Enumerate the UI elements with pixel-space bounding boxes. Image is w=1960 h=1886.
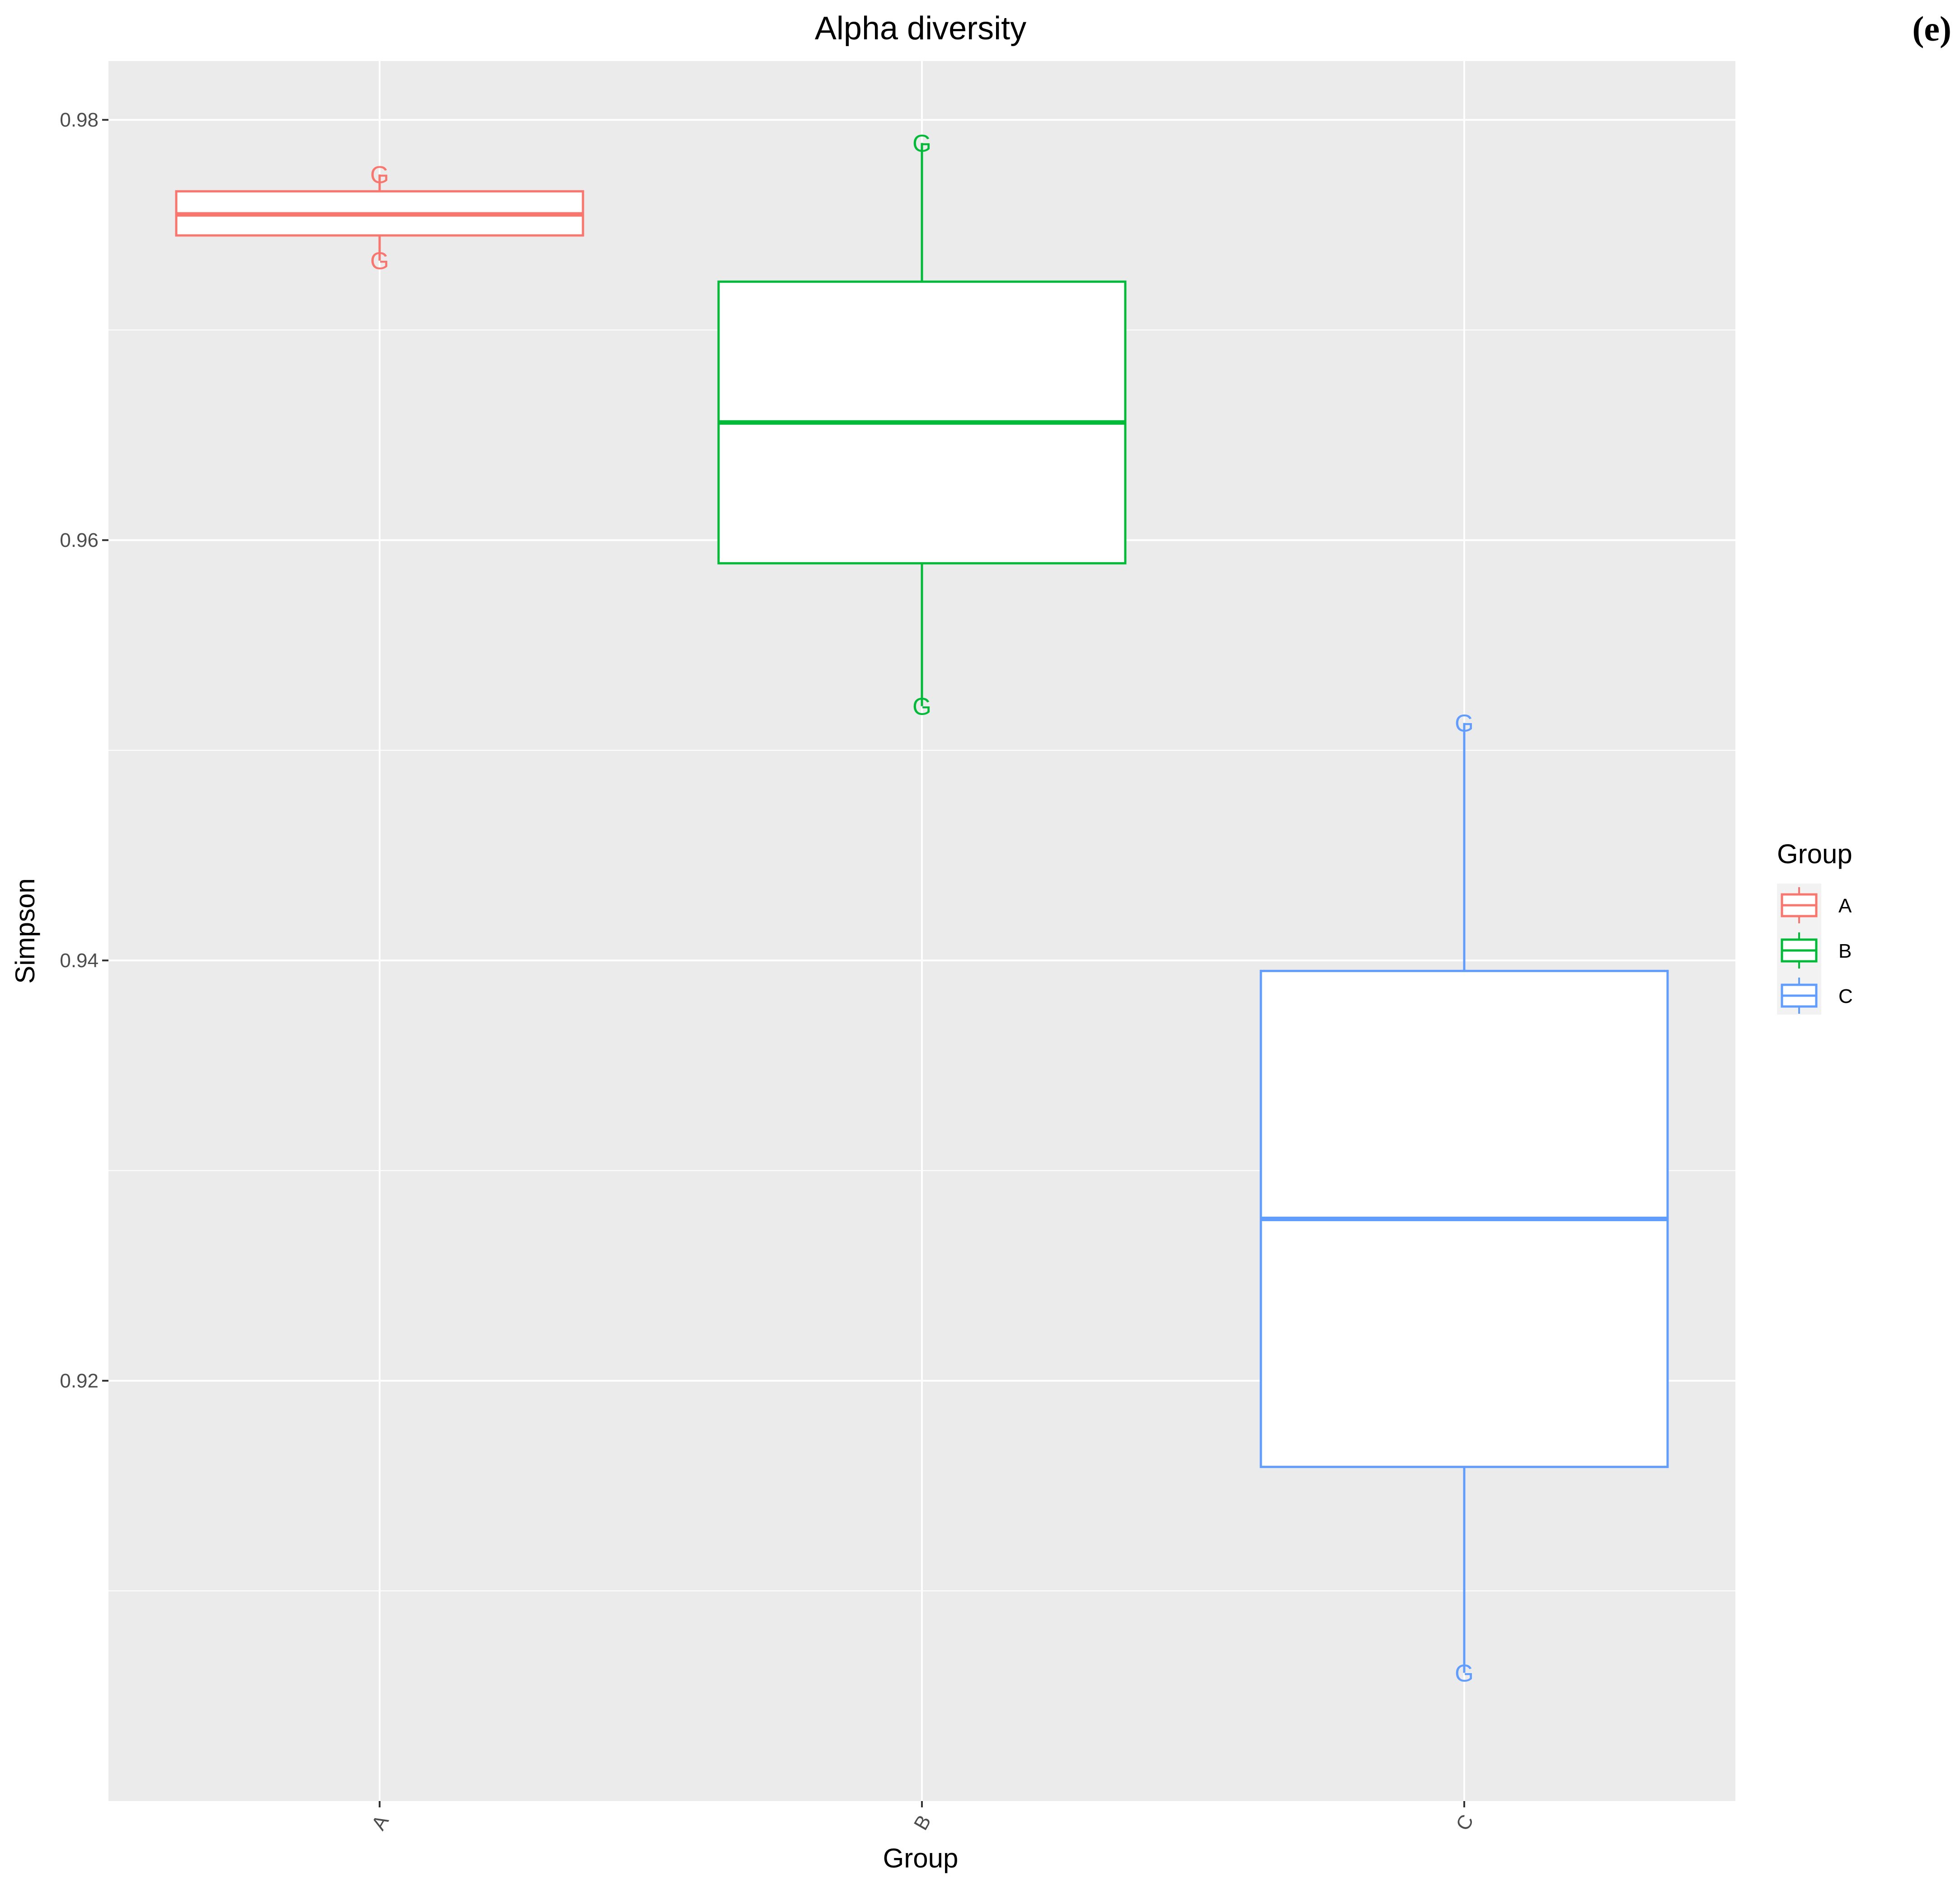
legend-label: C bbox=[1838, 985, 1853, 1007]
y-tick-label: 0.96 bbox=[60, 529, 99, 551]
y-axis: 0.92 0.94 0.96 0.98 bbox=[60, 109, 108, 1392]
y-tick-label: 0.94 bbox=[60, 950, 99, 972]
data-point: G bbox=[370, 161, 389, 188]
legend-entry-C: C bbox=[1781, 978, 1853, 1014]
legend-entry-B: B bbox=[1781, 932, 1852, 969]
chart-title: Alpha diversity bbox=[815, 10, 1026, 47]
x-tick-label: B bbox=[910, 1811, 935, 1834]
data-point: G bbox=[1455, 1660, 1474, 1687]
legend-label: A bbox=[1838, 895, 1852, 917]
box-C: GG bbox=[1260, 710, 1669, 1687]
y-tick-label: 0.92 bbox=[60, 1370, 99, 1392]
data-point: G bbox=[912, 693, 931, 720]
x-tick-label: C bbox=[1452, 1811, 1478, 1834]
data-point: G bbox=[912, 130, 931, 157]
legend: Group A B C bbox=[1777, 839, 1853, 1015]
y-tick-label: 0.98 bbox=[60, 109, 99, 131]
legend-label: B bbox=[1838, 940, 1852, 962]
legend-entry-A: A bbox=[1781, 887, 1852, 923]
x-axis-title: Group bbox=[883, 1843, 959, 1873]
panel-label: (e) bbox=[1912, 9, 1951, 48]
legend-title: Group bbox=[1777, 839, 1852, 869]
data-point: G bbox=[370, 248, 389, 275]
box-A: GG bbox=[175, 161, 584, 275]
x-tick-label: A bbox=[367, 1811, 393, 1834]
x-axis: A B C bbox=[367, 1801, 1478, 1834]
box-B: GG bbox=[717, 130, 1127, 720]
y-axis-title: Simpson bbox=[10, 878, 40, 983]
data-point: G bbox=[1455, 710, 1474, 737]
